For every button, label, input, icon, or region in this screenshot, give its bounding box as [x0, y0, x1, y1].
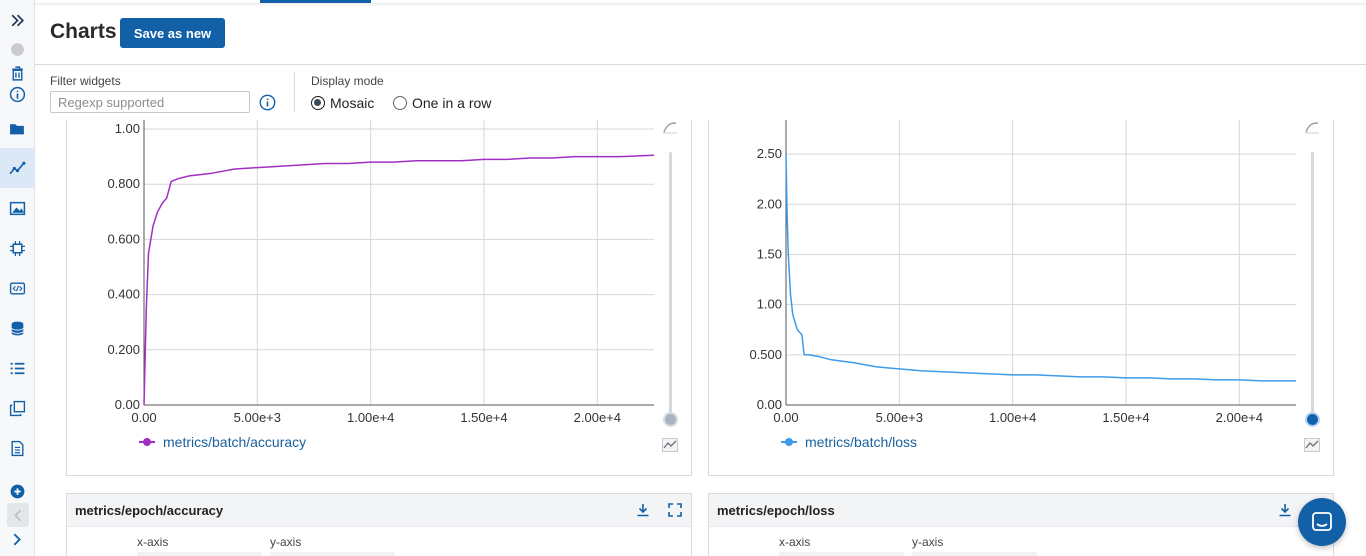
- x-tick-label: 1.50e+4: [460, 410, 507, 425]
- y-axis-label: y-axis: [912, 535, 944, 549]
- status-dot-icon: [0, 34, 34, 64]
- active-tab-indicator: [260, 0, 371, 3]
- y-tick-label: 0.800: [107, 176, 140, 191]
- download-icon[interactable]: [1277, 502, 1293, 518]
- mosaic-label: Mosaic: [330, 95, 375, 111]
- panel-title: metrics/epoch/loss: [717, 503, 835, 518]
- display-mode-label: Display mode: [311, 74, 384, 88]
- sidebar: [0, 0, 35, 556]
- batch-loss-chart[interactable]: 0.00 0.500 1.00 1.50 2.00 2.50 0.00 5.00e+3 1.00…: [709, 120, 1335, 476]
- copy-icon[interactable]: [0, 393, 34, 423]
- epoch-accuracy-panel: metrics/epoch/accuracy x-axis y-axis: [66, 493, 692, 556]
- series-line[interactable]: [785, 154, 1296, 382]
- zoom-reset-icon[interactable]: [1304, 120, 1320, 134]
- code-icon[interactable]: [0, 273, 34, 303]
- database-icon[interactable]: [0, 313, 34, 343]
- y-tick-label: 1.50: [757, 246, 782, 261]
- legend-series-label[interactable]: metrics/batch/loss: [805, 434, 918, 450]
- y-tick-label: 2.00: [757, 196, 782, 211]
- x-tick-label: 1.00e+4: [989, 410, 1036, 425]
- chat-icon: [1312, 512, 1332, 531]
- smoothing-slider-track[interactable]: [669, 152, 672, 414]
- expand-icon[interactable]: [0, 5, 34, 35]
- y-axis-select[interactable]: [270, 552, 395, 556]
- x-tick-label: 0.00: [773, 410, 798, 425]
- y-tick-label: 0.500: [749, 347, 782, 362]
- filter-widgets-input[interactable]: [50, 91, 250, 113]
- smoothing-slider-track[interactable]: [1311, 152, 1314, 414]
- batch-accuracy-chart[interactable]: 0.00 0.200 0.400 0.600 0.800 1.00 0.00 5.00e+3 1…: [67, 120, 693, 476]
- batch-loss-chart-panel: 0.00 0.500 1.00 1.50 2.00 2.50 0.00 5.00e+3 1.00…: [708, 120, 1334, 476]
- zoom-reset-icon[interactable]: [662, 120, 678, 134]
- panel-header: metrics/epoch/accuracy: [67, 494, 691, 527]
- line-chart-mode-icon[interactable]: [1304, 438, 1320, 452]
- info-icon[interactable]: [0, 79, 34, 109]
- radio-unchecked-icon: [393, 96, 407, 110]
- x-tick-label: 5.00e+3: [876, 410, 923, 425]
- filter-info-icon[interactable]: [259, 94, 276, 111]
- x-axis-label: x-axis: [779, 535, 811, 549]
- trash-icon[interactable]: [0, 58, 34, 88]
- legend-series-label[interactable]: metrics/batch/accuracy: [163, 434, 307, 450]
- add-icon[interactable]: [0, 476, 34, 506]
- chevron-right-icon[interactable]: [0, 524, 34, 554]
- x-axis-select[interactable]: [779, 552, 904, 556]
- y-tick-label: 0.400: [107, 287, 140, 302]
- page-title: Charts: [50, 20, 117, 43]
- collapse-icon[interactable]: [7, 503, 29, 527]
- series-line[interactable]: [143, 154, 655, 406]
- document-icon[interactable]: [0, 433, 34, 463]
- panel-title: metrics/epoch/accuracy: [75, 503, 224, 518]
- x-tick-label: 0.00: [131, 410, 156, 425]
- x-axis-label: x-axis: [137, 535, 169, 549]
- y-tick-label: 0.00: [757, 397, 782, 412]
- display-mode-mosaic-radio[interactable]: Mosaic: [311, 95, 374, 111]
- header-divider: [35, 64, 1366, 65]
- one-in-a-row-label: One in a row: [412, 95, 492, 111]
- display-mode-one-in-row-radio[interactable]: One in a row: [393, 95, 491, 111]
- charts-icon[interactable]: [0, 148, 34, 188]
- download-icon[interactable]: [635, 502, 651, 518]
- y-tick-label: 0.200: [107, 342, 140, 357]
- chip-icon[interactable]: [0, 233, 34, 263]
- legend-swatch-icon: [781, 437, 797, 447]
- smoothing-slider-handle[interactable]: [1305, 412, 1320, 427]
- save-as-new-button[interactable]: Save as new: [120, 18, 225, 48]
- folder-icon[interactable]: [0, 113, 34, 143]
- x-axis-select[interactable]: [137, 552, 262, 556]
- support-chat-button[interactable]: [1298, 498, 1346, 546]
- radio-checked-icon: [311, 96, 325, 110]
- x-tick-label: 2.00e+4: [574, 410, 621, 425]
- chart-legend[interactable]: metrics/batch/accuracy: [139, 434, 306, 450]
- chart-legend[interactable]: metrics/batch/loss: [781, 434, 917, 450]
- y-tick-label: 0.00: [115, 397, 140, 412]
- y-tick-label: 1.00: [757, 297, 782, 312]
- y-axis-label: y-axis: [270, 535, 302, 549]
- y-tick-label: 2.50: [757, 146, 782, 161]
- fullscreen-icon[interactable]: [667, 502, 683, 518]
- toolbar-divider: [294, 72, 295, 112]
- y-axis-select[interactable]: [912, 552, 1037, 556]
- line-chart-mode-icon[interactable]: [662, 438, 678, 452]
- y-tick-label: 1.00: [115, 121, 140, 136]
- batch-accuracy-chart-panel: 0.00 0.200 0.400 0.600 0.800 1.00 0.00 5.00e+3 1…: [66, 120, 692, 476]
- panel-header: metrics/epoch/loss: [709, 494, 1333, 527]
- x-tick-label: 1.50e+4: [1102, 410, 1149, 425]
- filter-widgets-label: Filter widgets: [50, 74, 121, 88]
- smoothing-slider-handle[interactable]: [663, 412, 678, 427]
- image-icon[interactable]: [0, 193, 34, 223]
- epoch-loss-panel: metrics/epoch/loss x-axis y-axis: [708, 493, 1334, 556]
- x-tick-label: 2.00e+4: [1216, 410, 1263, 425]
- x-tick-label: 1.00e+4: [347, 410, 394, 425]
- x-tick-label: 5.00e+3: [234, 410, 281, 425]
- list-icon[interactable]: [0, 353, 34, 383]
- top-bar-shadow: [35, 0, 1366, 3]
- legend-swatch-icon: [139, 437, 155, 447]
- y-tick-label: 0.600: [107, 231, 140, 246]
